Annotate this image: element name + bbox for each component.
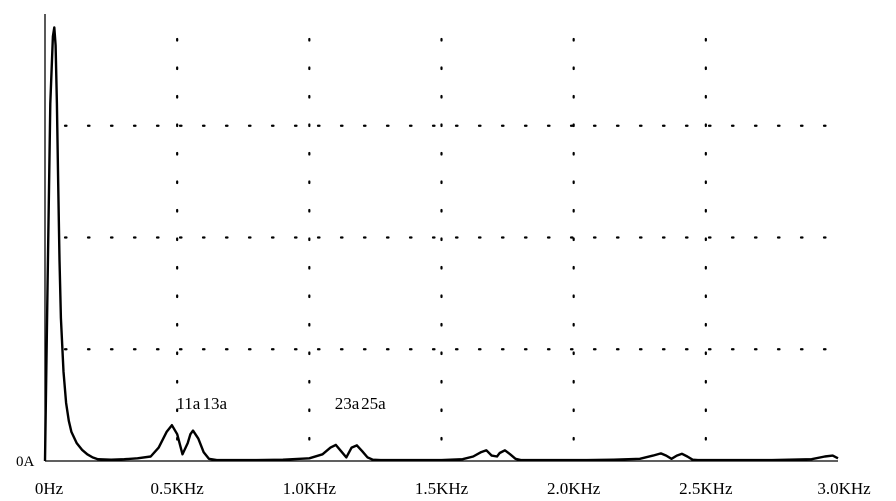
x-tick-label-1: 0.5KHz (150, 479, 204, 498)
grid (63, 37, 840, 463)
annotation-23a: 23a (335, 394, 360, 413)
annotation-25a: 25a (361, 394, 386, 413)
y-zero-label: 0A (16, 454, 35, 470)
annotation-13a: 13a (203, 394, 228, 413)
x-tick-label-6: 3.0KHz (817, 479, 871, 498)
x-tick-labels: 0Hz 0.5KHz 1.0KHz 1.5KHz 2.0KHz 2.5KHz 3.0KHz (35, 479, 871, 498)
x-tick-label-4: 2.0KHz (547, 479, 601, 498)
x-tick-label-2: 1.0KHz (283, 479, 337, 498)
x-tick-label-5: 2.5KHz (679, 479, 733, 498)
spectrum-series-line (43, 26, 839, 462)
x-tick-label-3: 1.5KHz (415, 479, 469, 498)
harmonic-annotations: 11a 13a 23a 25a (176, 394, 386, 413)
annotation-11a: 11a (176, 394, 200, 413)
x-tick-label-0: 0Hz (35, 479, 64, 498)
